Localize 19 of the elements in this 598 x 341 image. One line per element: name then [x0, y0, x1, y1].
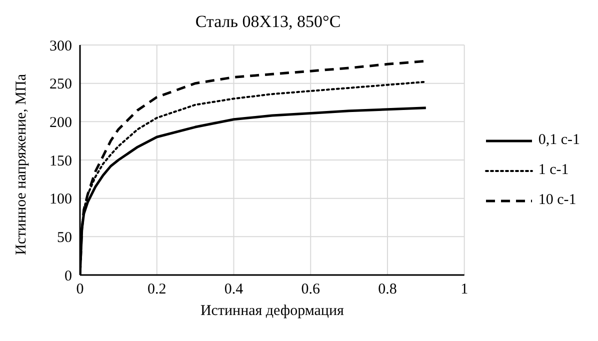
y-tick-label: 200	[50, 114, 72, 131]
x-tick-label: 0.8	[378, 282, 397, 298]
legend-label: 10 с-1	[538, 192, 576, 209]
y-tick-label: 0	[64, 268, 72, 284]
chart-title: Сталь 08Х13, 850°C	[194, 12, 342, 32]
y-tick-label: 150	[50, 153, 72, 170]
y-axis-title: Истинное напряжение, МПа	[13, 74, 30, 255]
x-tick-label: 0.2	[147, 282, 166, 298]
legend-label: 0,1 с-1	[538, 132, 580, 149]
x-tick-label: 0.6	[301, 282, 320, 298]
legend-label: 1 с-1	[538, 162, 569, 179]
x-tick-label: 0	[76, 282, 84, 298]
y-tick-label: 300	[50, 38, 72, 54]
x-axis-title: Истинная деформация	[200, 303, 344, 319]
y-tick-label: 250	[50, 76, 72, 93]
y-tick-label: 100	[50, 192, 72, 208]
x-tick-label: 1	[460, 282, 468, 298]
x-tick-label: 0.4	[224, 282, 244, 298]
y-tick-label: 50	[57, 230, 72, 246]
